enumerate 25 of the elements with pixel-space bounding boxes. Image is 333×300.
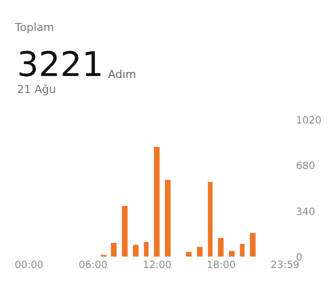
bar bbox=[110, 242, 117, 257]
bar bbox=[122, 206, 128, 257]
text: 3221 bbox=[17, 45, 104, 85]
bar bbox=[208, 182, 213, 257]
bar bbox=[196, 246, 203, 257]
text: 21 Ağu bbox=[17, 83, 56, 96]
chart-title: Toplam bbox=[14, 20, 54, 34]
x-tick-label: 23:59 bbox=[270, 260, 300, 271]
x-tick-label: 18:00 bbox=[206, 260, 236, 271]
bar bbox=[164, 180, 171, 257]
x-tick-label: 00:00 bbox=[14, 260, 44, 271]
y-tick-label: 680 bbox=[296, 161, 316, 172]
bar bbox=[186, 252, 192, 257]
bar bbox=[154, 146, 160, 257]
bar bbox=[218, 238, 224, 257]
x-tick-label: 12:00 bbox=[142, 260, 172, 271]
x-tick-label: 06:00 bbox=[78, 260, 108, 271]
bar bbox=[240, 244, 245, 257]
y-tick-label: 340 bbox=[296, 206, 316, 218]
bar bbox=[228, 250, 235, 257]
text: Adım bbox=[108, 68, 136, 81]
bar bbox=[144, 242, 149, 257]
bar bbox=[132, 244, 139, 257]
bar bbox=[250, 232, 256, 257]
y-tick-label: 1020 bbox=[296, 116, 322, 126]
